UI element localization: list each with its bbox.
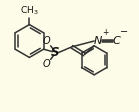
- Text: −: −: [120, 27, 128, 37]
- Text: S: S: [51, 46, 60, 59]
- Text: N: N: [94, 36, 102, 46]
- Text: O: O: [43, 59, 51, 69]
- Text: C: C: [112, 36, 120, 46]
- Text: CH$_3$: CH$_3$: [20, 4, 39, 17]
- Text: +: +: [102, 28, 108, 37]
- Text: O: O: [43, 36, 51, 46]
